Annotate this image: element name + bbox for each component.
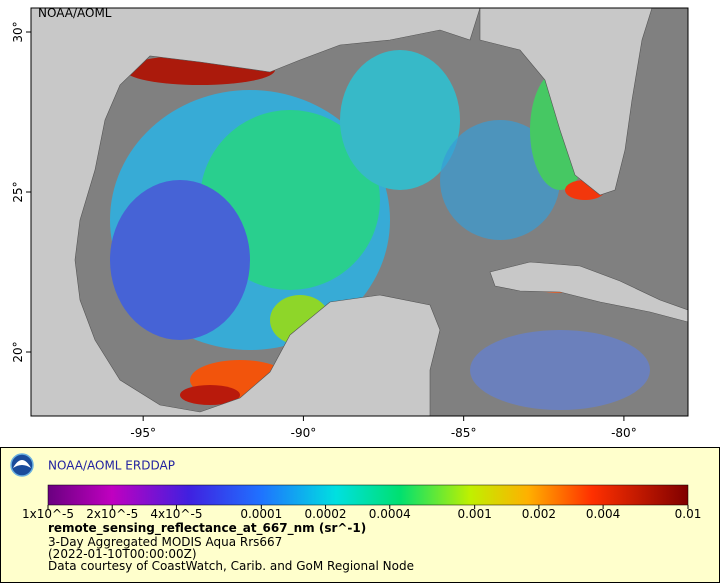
- note: (2022-01-10T00:00:00Z): [48, 547, 197, 561]
- colorbar: [47, 484, 689, 506]
- x-tick-label: -90°: [291, 426, 317, 440]
- title: NOAA/AOML ERDDAP: [48, 459, 175, 473]
- y-tick-label: 20°: [11, 341, 25, 362]
- colorbar-tick-label: 0.01: [675, 507, 702, 521]
- y-tick-label: 30°: [11, 21, 25, 42]
- data-field: [110, 50, 650, 410]
- map-label: NOAA/AOML: [38, 6, 112, 20]
- note: 3-Day Aggregated MODIS Aqua Rrs667: [48, 535, 282, 549]
- x-tick-label: -85°: [451, 426, 477, 440]
- map-frame: [30, 7, 689, 417]
- land: [31, 8, 688, 416]
- x-tick-label: -95°: [130, 426, 156, 440]
- legend-panel: [0, 447, 720, 583]
- colorbar-tick-label: 4x10^-5: [150, 507, 202, 521]
- colorbar-tick-label: 2x10^-5: [86, 507, 138, 521]
- note: Data courtesy of CoastWatch, Carib. and …: [48, 559, 414, 573]
- colorbar-tick-label: 0.001: [457, 507, 491, 521]
- colorbar-tick-label: 0.002: [522, 507, 556, 521]
- x-tick-label: -80°: [611, 426, 637, 440]
- colorbar-tick-label: 0.0004: [369, 507, 411, 521]
- colorbar-tick-label: 0.0002: [305, 507, 347, 521]
- colorbar-tick-label: 0.0001: [240, 507, 282, 521]
- logo: [10, 453, 34, 477]
- y-tick-label: 25°: [11, 181, 25, 202]
- colorbar-tick-label: 1x10^-5: [22, 507, 74, 521]
- colorbar-tick-label: 0.004: [586, 507, 620, 521]
- variable-label: remote_sensing_reflectance_at_667_nm (sr…: [48, 521, 366, 536]
- map: NOAA/AOML: [31, 6, 688, 416]
